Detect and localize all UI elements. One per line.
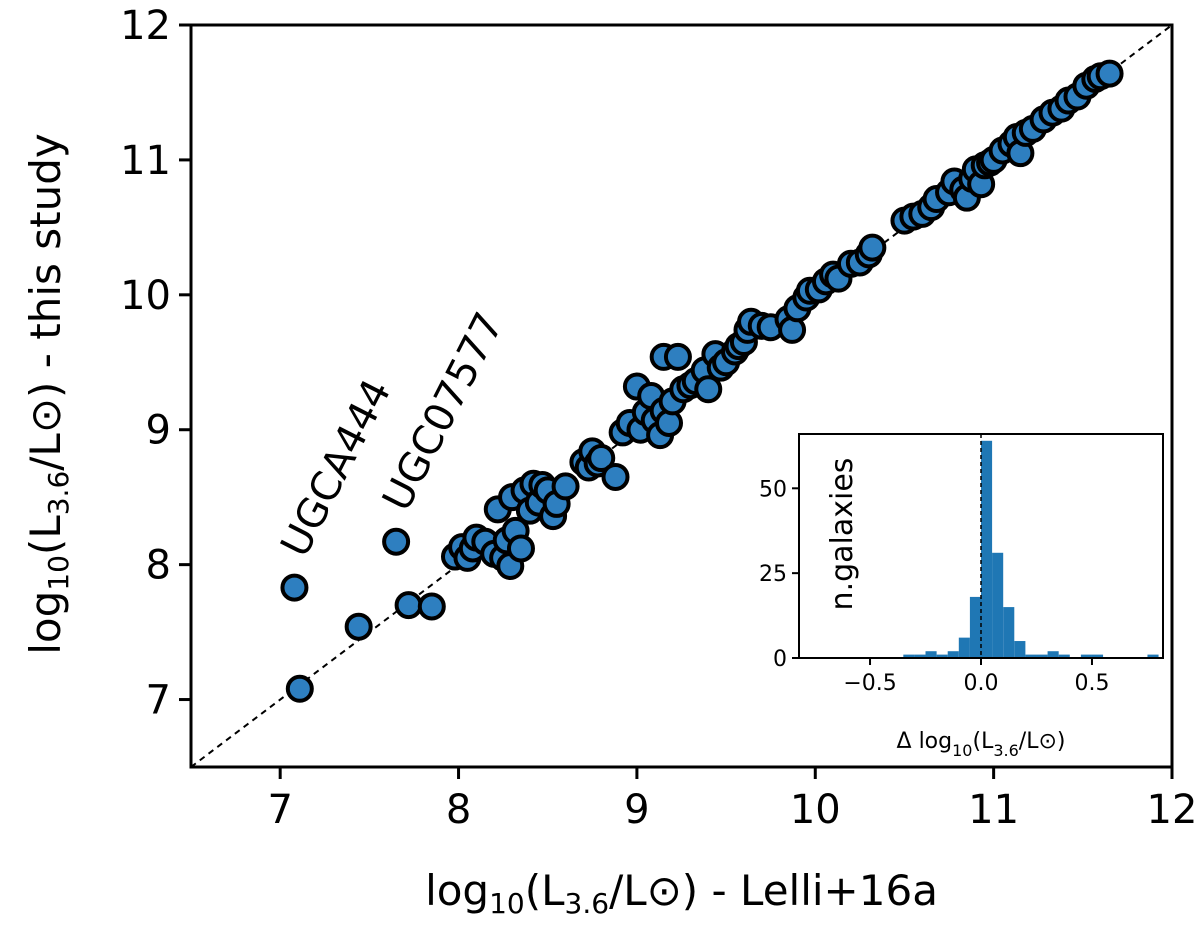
histogram-bar: [914, 654, 926, 658]
x-tick-label: 11: [968, 787, 1019, 833]
x-axis-label: log10(L3.6/L⊙) - Lelli+16a: [425, 866, 938, 920]
data-point: [858, 233, 887, 262]
inset-x-axis-label-mid: (L: [972, 729, 994, 754]
histogram-bar: [1025, 654, 1037, 658]
x-tick-label: 8: [446, 787, 471, 833]
y-axis-label-pre: log: [21, 591, 70, 655]
inset-y-tick-label: 50: [759, 477, 787, 502]
data-point: [551, 472, 580, 501]
inset-histogram: −0.5 0.0 0.5 0 25 50 Δ log10(L3.6/L⊙) n.galaxie…: [759, 433, 1164, 760]
data-point: [506, 534, 535, 563]
histogram-bar: [958, 637, 970, 658]
x-axis-label-post: /L⊙) - Lelli+16a: [609, 866, 938, 915]
histogram-bar: [1147, 654, 1159, 658]
histogram-bar: [992, 552, 1004, 658]
y-tick-label: 11: [120, 138, 171, 184]
y-axis-label-sub1: 10: [42, 555, 75, 591]
inset-y-tick-label: 25: [759, 562, 787, 587]
data-point: [285, 674, 314, 703]
histogram-bar: [981, 440, 993, 658]
histogram-bar: [1058, 654, 1070, 658]
inset-y-tick-label: 0: [773, 647, 787, 672]
y-axis-label: log10(L3.6/L⊙) - this study: [21, 133, 75, 654]
data-point: [417, 592, 446, 621]
data-point: [280, 573, 309, 602]
histogram-bar: [925, 651, 937, 658]
histogram-bar: [1047, 651, 1059, 658]
y-tick-label: 10: [120, 273, 171, 319]
inset-x-axis-label-pre: Δ log: [897, 729, 953, 754]
data-point: [394, 591, 423, 620]
x-axis-label-sub2: 3.6: [565, 887, 610, 920]
x-axis-label-mid: (L: [525, 866, 565, 915]
inset-x-tick-label: 0.5: [1074, 671, 1109, 696]
histogram-bar: [1003, 607, 1015, 658]
x-tick-label: 9: [624, 787, 649, 833]
histogram-bar: [947, 651, 959, 658]
x-tick-label: 10: [790, 787, 841, 833]
inset-y-axis-label: n.galaxies: [825, 458, 860, 611]
plot-frame: [189, 23, 1174, 769]
data-point: [1095, 59, 1124, 88]
inset-x-tick-label: 0.0: [964, 671, 999, 696]
x-tick-label: 12: [1147, 787, 1198, 833]
inset-x-tick-label: −0.5: [843, 671, 896, 696]
y-axis-label-post: /L⊙) - this study: [21, 133, 70, 470]
inset-x-axis-label-post: /L⊙): [1019, 729, 1066, 754]
y-tick-label: 8: [146, 543, 171, 589]
data-point: [587, 444, 616, 473]
x-tick-label: 7: [267, 787, 292, 833]
inset-x-axis-label: Δ log10(L3.6/L⊙): [897, 729, 1066, 760]
x-axis-label-pre: log: [425, 866, 489, 915]
inset-x-axis-label-sub1: 10: [952, 741, 972, 760]
histogram-bar: [1014, 641, 1026, 658]
y-tick-label: 12: [120, 3, 171, 49]
data-point: [663, 342, 692, 371]
data-point: [382, 527, 411, 556]
histogram-bar: [936, 654, 948, 658]
y-axis-label-mid: (L: [21, 515, 70, 555]
histogram-bar: [1080, 654, 1092, 658]
y-tick-label: 7: [146, 678, 171, 724]
histogram-bar: [1036, 654, 1048, 658]
histogram-bar: [1091, 654, 1104, 658]
data-point: [694, 375, 723, 404]
histogram-bar: [903, 654, 915, 658]
x-axis-label-sub1: 10: [489, 887, 525, 920]
y-axis-label-sub2: 3.6: [42, 471, 75, 516]
histogram-bar: [969, 596, 981, 658]
data-point: [344, 612, 373, 641]
y-tick-label: 9: [146, 408, 171, 454]
data-point: [601, 462, 630, 491]
inset-x-axis-label-sub2: 3.6: [993, 741, 1018, 760]
